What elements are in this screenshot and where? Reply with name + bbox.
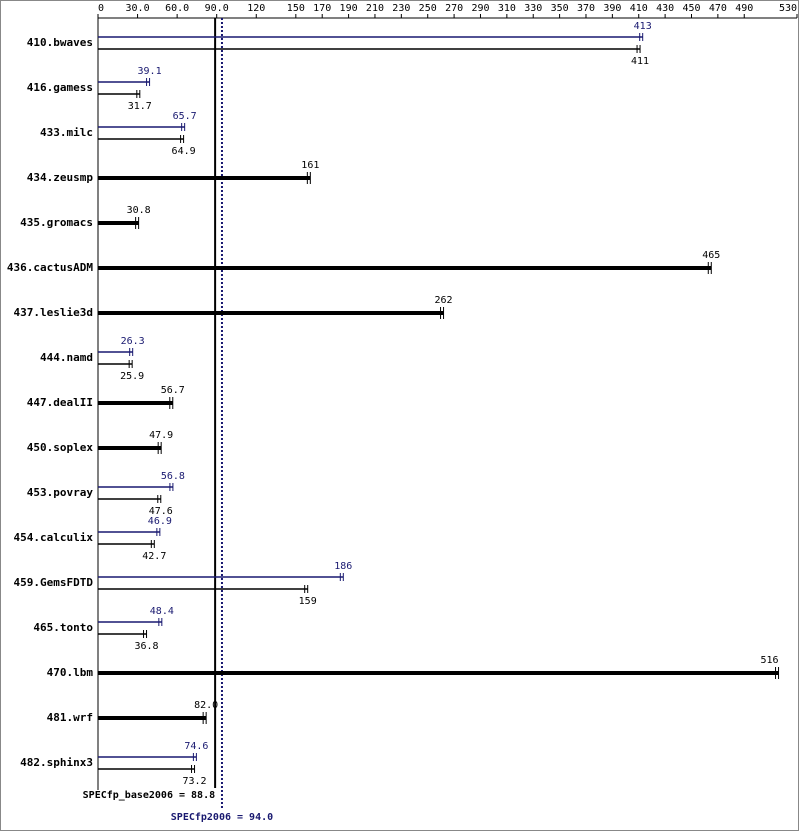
- value-label: 262: [435, 295, 453, 306]
- category-label: 434.zeusmp: [27, 171, 94, 184]
- value-label: 30.8: [127, 205, 151, 216]
- x-tick-label: 490: [735, 3, 753, 14]
- x-tick-label: 450: [682, 3, 700, 14]
- x-tick-label: 120: [247, 3, 265, 14]
- value-label: 465: [702, 250, 720, 261]
- category-label: 470.lbm: [47, 666, 94, 679]
- value-label: 65.7: [173, 111, 197, 122]
- category-label: 450.soplex: [27, 441, 94, 454]
- value-label: 47.9: [149, 430, 173, 441]
- reference-label: SPECfp_base2006 = 88.8: [83, 790, 215, 801]
- value-label: 159: [299, 596, 317, 607]
- x-tick-label: 530: [779, 3, 797, 14]
- category-label: 482.sphinx3: [20, 756, 93, 769]
- category-label: 481.wrf: [47, 711, 93, 724]
- value-label: 42.7: [142, 551, 166, 562]
- x-tick-label: 290: [471, 3, 489, 14]
- value-label: 46.9: [148, 516, 172, 527]
- category-label: 447.dealII: [27, 396, 93, 409]
- value-label: 411: [631, 56, 649, 67]
- x-tick-label: 210: [366, 3, 384, 14]
- category-label: 416.gamess: [27, 81, 93, 94]
- value-label: 31.7: [128, 101, 152, 112]
- value-label: 26.3: [121, 336, 145, 347]
- x-tick-label: 60.0: [165, 3, 189, 14]
- value-label: 161: [301, 160, 319, 171]
- value-label: 516: [760, 655, 778, 666]
- x-tick-label: 410: [630, 3, 648, 14]
- x-tick-label: 330: [524, 3, 542, 14]
- value-label: 36.8: [134, 641, 158, 652]
- value-label: 82.0: [194, 700, 218, 711]
- x-tick-label: 350: [551, 3, 569, 14]
- value-label: 74.6: [184, 741, 208, 752]
- x-tick-label: 170: [313, 3, 331, 14]
- x-tick-label: 150: [287, 3, 305, 14]
- value-label: 56.7: [161, 385, 185, 396]
- value-label: 56.8: [161, 471, 185, 482]
- category-label: 454.calculix: [14, 531, 94, 544]
- value-label: 186: [334, 561, 352, 572]
- x-tick-label: 90.0: [205, 3, 229, 14]
- value-label: 73.2: [182, 776, 206, 787]
- category-label: 453.povray: [27, 486, 94, 499]
- value-label: 47.6: [149, 506, 173, 517]
- x-tick-label: 370: [577, 3, 595, 14]
- x-tick-label: 470: [709, 3, 727, 14]
- category-label: 410.bwaves: [27, 36, 93, 49]
- category-label: 437.leslie3d: [14, 306, 93, 319]
- category-label: 435.gromacs: [20, 216, 93, 229]
- category-label: 465.tonto: [33, 621, 93, 634]
- reference-label: SPECfp2006 = 94.0: [171, 812, 273, 823]
- x-tick-label: 310: [498, 3, 516, 14]
- category-label: 459.GemsFDTD: [14, 576, 94, 589]
- x-tick-label: 390: [603, 3, 621, 14]
- x-tick-label: 190: [340, 3, 358, 14]
- value-label: 25.9: [120, 371, 144, 382]
- category-label: 444.namd: [40, 351, 93, 364]
- x-tick-label: 30.0: [126, 3, 150, 14]
- category-label: 433.milc: [40, 126, 93, 139]
- value-label: 48.4: [150, 606, 174, 617]
- category-label: 436.cactusADM: [7, 261, 93, 274]
- value-label: 39.1: [138, 66, 162, 77]
- x-tick-label: 250: [419, 3, 437, 14]
- value-label: 64.9: [172, 146, 196, 157]
- x-tick-label: 270: [445, 3, 463, 14]
- x-tick-label: 0: [98, 3, 104, 14]
- x-tick-label: 230: [392, 3, 410, 14]
- value-label: 413: [634, 21, 652, 32]
- x-tick-label: 430: [656, 3, 674, 14]
